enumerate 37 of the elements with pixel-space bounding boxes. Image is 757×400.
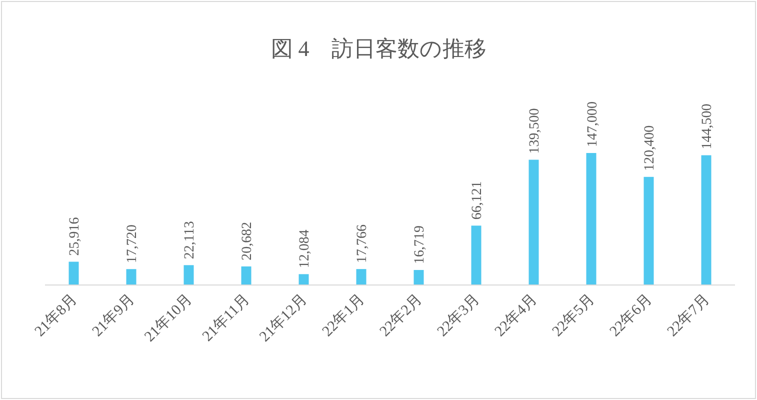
data-label: 17,766 xyxy=(355,224,370,264)
x-tick-label: 21年9月 xyxy=(88,290,138,340)
bar xyxy=(68,262,79,285)
data-label: 17,720 xyxy=(125,224,140,264)
bar xyxy=(241,266,252,285)
bar xyxy=(184,265,194,285)
x-tick-label: 22年2月 xyxy=(376,290,426,340)
bar xyxy=(528,160,539,285)
data-label: 147,000 xyxy=(585,102,600,147)
x-tick-label: 22年6月 xyxy=(606,290,656,340)
data-label: 12,084 xyxy=(298,230,313,268)
bar xyxy=(586,153,596,285)
bar xyxy=(701,155,712,285)
chart-title: 図 4 訪日客数の推移 xyxy=(270,36,486,61)
x-tick-label: 21年11月 xyxy=(199,290,254,345)
x-tick-label: 21年8月 xyxy=(31,290,81,340)
data-label: 22,113 xyxy=(182,221,198,260)
data-label: 25,916 xyxy=(68,217,83,256)
data-label: 16,719 xyxy=(412,225,428,264)
x-tick-label: 22年1月 xyxy=(318,290,368,340)
data-label: 139,500 xyxy=(528,108,543,154)
x-tick-label: 21年12月 xyxy=(256,290,311,346)
x-tick-label: 22年3月 xyxy=(434,290,484,340)
data-label: 66,121 xyxy=(470,181,486,220)
x-tick-label: 21年10月 xyxy=(141,290,196,346)
data-label: 20,682 xyxy=(240,222,256,260)
bar xyxy=(471,226,482,285)
data-label: 120,400 xyxy=(642,125,658,171)
x-tick-label: 22年4月 xyxy=(491,290,541,340)
bar xyxy=(414,270,424,285)
x-tick-label: 22年5月 xyxy=(548,290,598,340)
x-tick-label: 22年7月 xyxy=(664,290,714,340)
bar xyxy=(644,176,654,285)
data-label: 144,500 xyxy=(700,104,716,150)
bar xyxy=(126,269,136,285)
bar xyxy=(298,274,309,285)
bar xyxy=(356,269,366,285)
